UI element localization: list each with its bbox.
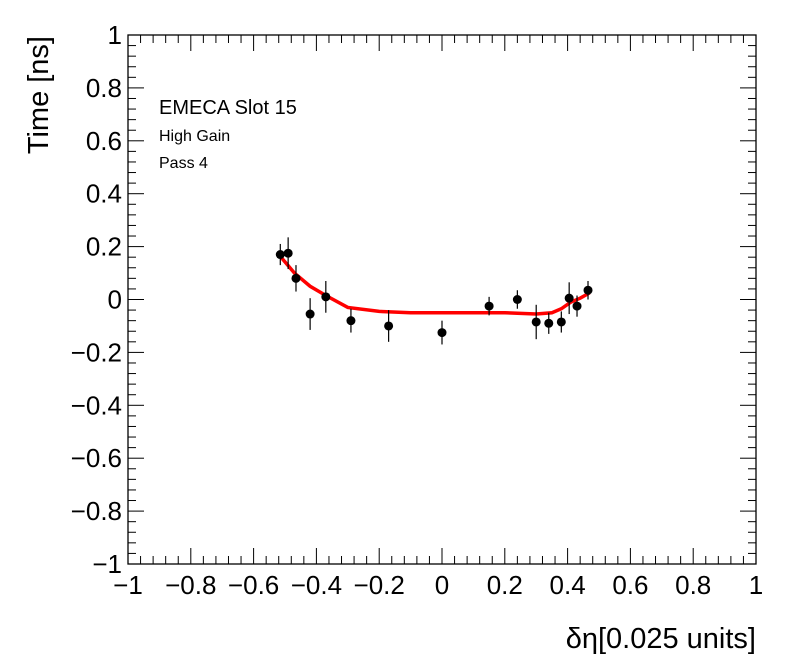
x-tick-label: −0.4 xyxy=(291,570,342,600)
x-tick-label: 0.2 xyxy=(487,570,523,600)
data-point xyxy=(275,250,285,260)
y-tick-label: 0.8 xyxy=(86,73,122,103)
data-points xyxy=(275,237,593,345)
data-point xyxy=(564,293,574,303)
data-point xyxy=(283,248,293,258)
data-point xyxy=(556,317,566,327)
y-axis-title: Time [ns] xyxy=(23,36,55,154)
y-tick-label: −0.2 xyxy=(71,337,122,367)
x-tick-label: 0.4 xyxy=(550,570,586,600)
data-point xyxy=(531,317,541,327)
y-tick-label: 0.6 xyxy=(86,126,122,156)
fit-curve xyxy=(277,253,591,316)
axis-ticks xyxy=(127,34,757,565)
axis-tick-labels: −1 −0.8 −0.6 −0.4 −0.2 0 0.2 0.4 0.6 0.8 1 −1 −0.8 −0… xyxy=(71,20,764,600)
x-tick-label: −0.2 xyxy=(354,570,405,600)
annotation-pass: Pass 4 xyxy=(159,155,208,172)
x-tick-label: 1 xyxy=(749,570,763,600)
x-tick-label: −0.6 xyxy=(228,570,279,600)
data-point xyxy=(544,318,554,328)
y-tick-label: −0.4 xyxy=(71,390,122,420)
annotation-gain: High Gain xyxy=(159,128,230,145)
y-tick-label: 0.2 xyxy=(86,232,122,262)
x-tick-label: 0.6 xyxy=(612,570,648,600)
y-tick-label: −1 xyxy=(92,549,122,579)
data-point xyxy=(437,328,447,338)
data-point xyxy=(346,316,356,326)
y-tick-label: 0 xyxy=(108,285,122,315)
data-point xyxy=(321,292,331,302)
y-tick-label: 1 xyxy=(108,20,122,50)
x-tick-label: 0 xyxy=(435,570,449,600)
data-point xyxy=(305,309,315,319)
x-axis-title: δη[0.025 units] xyxy=(566,623,756,655)
y-tick-label: −0.8 xyxy=(71,496,122,526)
x-tick-label: −1 xyxy=(113,570,143,600)
data-point xyxy=(484,301,494,311)
y-tick-label: −0.6 xyxy=(71,443,122,473)
data-point xyxy=(512,295,522,304)
data-point xyxy=(583,285,593,295)
x-tick-label: 0.8 xyxy=(675,570,711,600)
annotation-title: EMECA Slot 15 xyxy=(159,97,297,119)
data-point xyxy=(384,321,394,331)
data-point xyxy=(291,273,301,283)
x-tick-label: −0.8 xyxy=(165,570,216,600)
y-tick-label: 0.4 xyxy=(86,179,122,209)
data-point xyxy=(572,301,582,311)
